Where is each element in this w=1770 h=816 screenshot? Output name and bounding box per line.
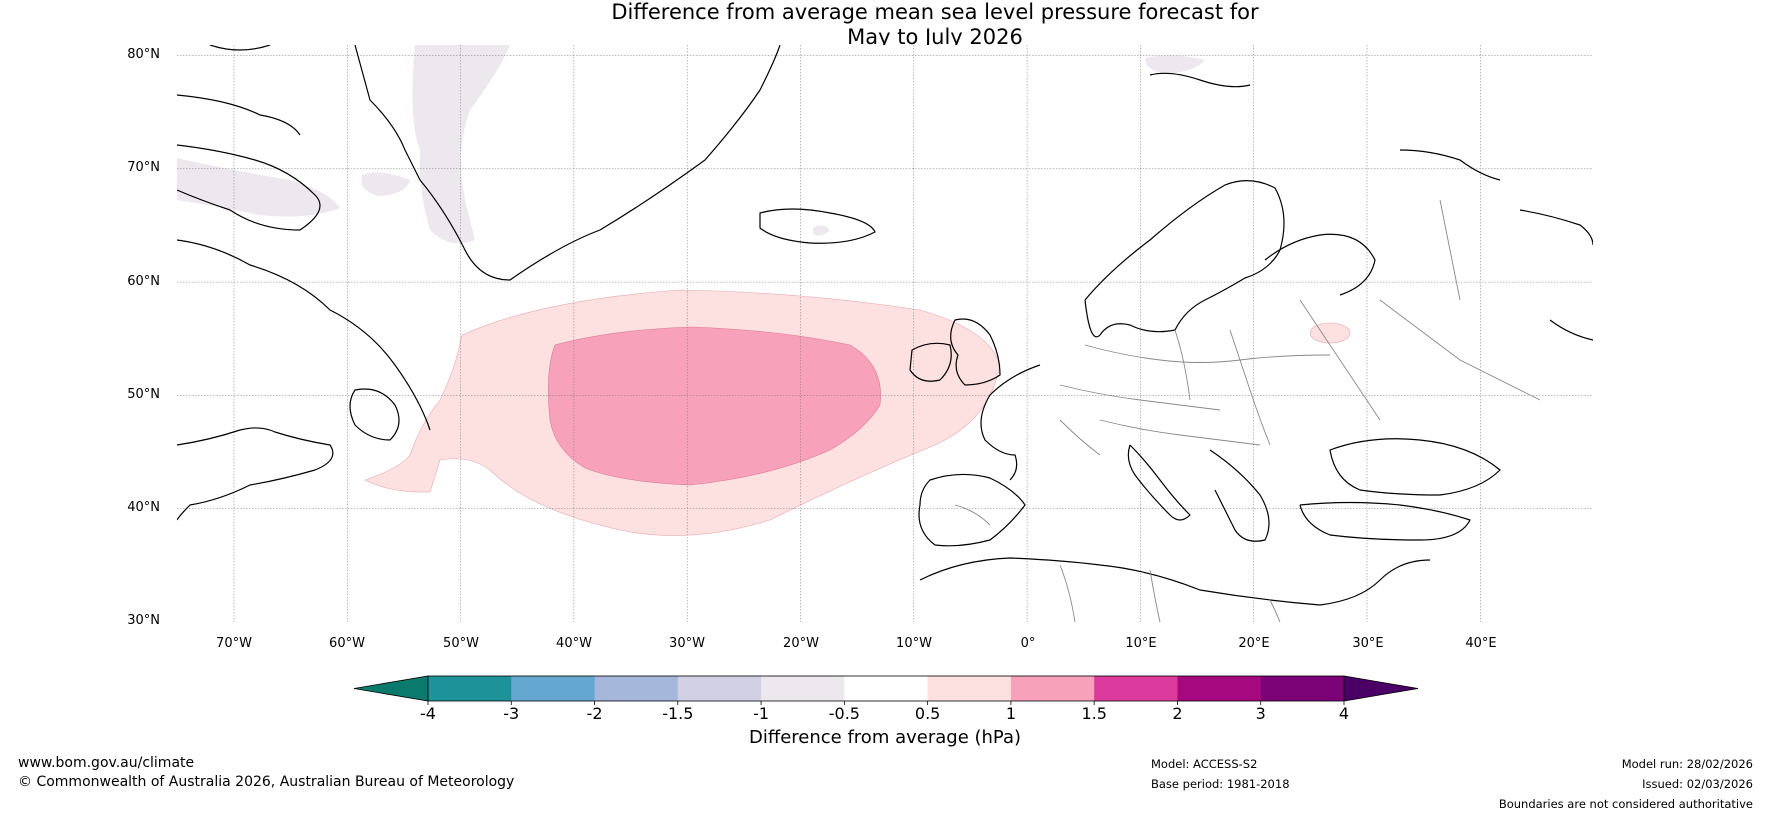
disclaimer-text: Boundaries are not considered authoritat… [1498,797,1753,811]
lat-label-80: 80°N [127,47,160,62]
lon-label-10w: 10°W [896,636,932,651]
lat-label-30: 30°N [127,613,160,628]
iceland-low-region [813,225,830,236]
colorbar-tick-label: 4 [1338,704,1350,723]
arctic-low-region [1145,55,1205,74]
lat-label-60: 60°N [127,274,160,289]
coastlines [177,45,1593,606]
copyright-text: © Commonwealth of Australia 2026, Austra… [18,774,515,790]
colorbar-tick-label: 3 [1255,704,1266,723]
lon-label-20e: 20°E [1238,636,1270,651]
atlantic-anomaly-core [548,326,881,486]
colorbar-tick-label: 1.5 [1081,704,1107,723]
model-run-text: Model run: 28/02/2026 [1621,757,1753,771]
lat-label-40: 40°N [127,500,160,515]
lon-label-30e: 30°E [1352,636,1384,651]
map-title-line1: Difference from average mean sea level p… [611,0,1259,24]
country-borders [954,199,1541,622]
lon-label-10e: 10°E [1125,636,1157,651]
graticule [177,45,1593,622]
lat-label-50: 50°N [127,387,160,402]
greenland-low-region [390,45,510,244]
colorbar-tick-label: 0.5 [914,704,941,723]
lon-label-60w: 60°W [329,636,365,651]
colorbar-label: Difference from average (hPa) [748,727,1022,748]
colorbar-tick-label: -4 [420,704,436,723]
lat-label-70: 70°N [127,160,160,175]
lon-label-40e: 40°E [1465,636,1497,651]
issued-text: Issued: 02/03/2026 [1642,777,1753,791]
colorbar-tick-label: -1.5 [662,704,694,723]
base-period-text: Base period: 1981-2018 [1151,777,1290,791]
lon-label-30w: 30°W [669,636,705,651]
colorbar-tick-label: -1 [753,704,770,723]
colorbar-tick-label: 2 [1172,704,1183,723]
colorbar-tick-label: -3 [503,704,520,723]
lon-label-20w: 20°W [783,636,819,651]
labrador-low-region [177,158,340,217]
model-text: Model: ACCESS-S2 [1151,757,1258,771]
lon-label-50w: 50°W [443,636,479,651]
baffin-low-region [361,172,410,196]
map-title: Difference from average mean sea level p… [0,0,1770,50]
colorbar-tick-label: -2 [586,704,603,723]
colorbar-tick-label: -0.5 [828,704,860,723]
lon-label-0: 0° [1020,636,1036,651]
website-link[interactable]: www.bom.gov.au/climate [18,755,195,771]
lon-label-40w: 40°W [556,636,592,651]
lon-label-70w: 70°W [216,636,252,651]
colorbar-tick-label: 1 [1005,704,1016,723]
baltic-anomaly-patch [1309,322,1351,344]
